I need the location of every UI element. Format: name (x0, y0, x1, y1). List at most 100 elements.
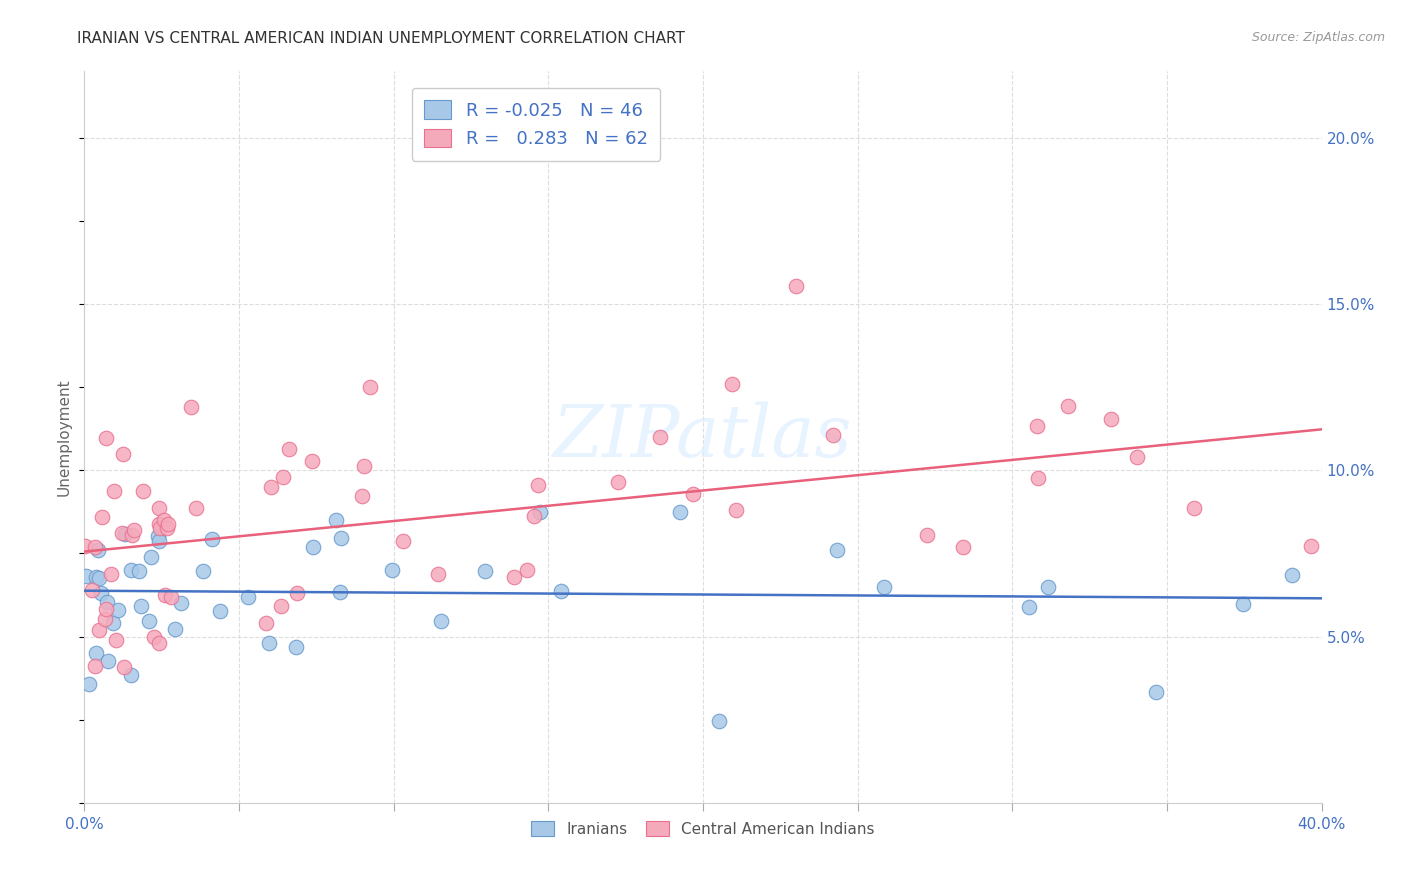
Point (96, 595, 118, 609)
Point (90, 510, 112, 524)
Point (359, 380, 381, 394)
Point (277, 442, 299, 456)
Point (112, 447, 135, 461)
Point (353, 459, 375, 474)
Point (682, 486, 704, 500)
Point (285, 586, 308, 600)
Point (112, 660, 135, 674)
Point (516, 563, 538, 577)
Point (1299, 539, 1322, 553)
Point (103, 484, 125, 499)
Point (141, 549, 163, 564)
Point (94, 601, 117, 615)
Point (825, 542, 848, 557)
Point (100, 567, 122, 582)
Point (104, 633, 127, 648)
Legend: Iranians, Central American Indians: Iranians, Central American Indians (526, 814, 880, 843)
Point (128, 564, 150, 578)
Point (155, 588, 177, 602)
Point (271, 469, 294, 483)
Point (1036, 580, 1059, 594)
Point (350, 490, 373, 504)
Point (120, 563, 142, 577)
Point (111, 526, 134, 541)
Point (148, 501, 170, 516)
Point (87, 571, 110, 585)
Point (86, 570, 108, 584)
Point (87, 543, 110, 558)
Point (146, 529, 169, 543)
Point (97, 654, 120, 668)
Point (94, 612, 117, 626)
Point (1018, 599, 1040, 614)
Point (148, 533, 170, 548)
Point (159, 591, 181, 605)
Point (259, 636, 281, 650)
Point (1232, 597, 1254, 611)
Text: ZIPatlas: ZIPatlas (553, 401, 853, 473)
Point (170, 596, 193, 610)
Point (89, 623, 111, 637)
Point (952, 540, 974, 554)
Point (148, 636, 170, 650)
Point (153, 513, 176, 527)
Point (121, 528, 143, 542)
Point (80, 582, 103, 597)
Point (381, 563, 404, 577)
Text: IRANIAN VS CENTRAL AMERICAN INDIAN UNEMPLOYMENT CORRELATION CHART: IRANIAN VS CENTRAL AMERICAN INDIAN UNEMP… (77, 31, 685, 46)
Point (156, 521, 179, 535)
Point (120, 668, 142, 682)
Point (103, 615, 125, 630)
Point (83, 659, 105, 673)
Point (915, 527, 938, 541)
Point (873, 580, 896, 594)
Point (186, 500, 208, 515)
Point (427, 567, 450, 582)
Point (392, 533, 415, 548)
Point (1101, 412, 1123, 426)
Point (138, 614, 160, 628)
Point (124, 523, 146, 537)
Point (503, 570, 526, 584)
Point (236, 590, 259, 604)
Point (75, 569, 97, 583)
Point (785, 278, 807, 293)
Point (709, 714, 731, 728)
Point (270, 599, 292, 613)
Point (86, 646, 108, 660)
Point (474, 564, 496, 578)
Point (143, 630, 166, 644)
Point (94, 431, 117, 445)
Point (209, 604, 232, 618)
Point (191, 564, 214, 578)
Point (107, 603, 129, 617)
Point (201, 532, 224, 546)
Point (523, 508, 546, 523)
Point (650, 430, 672, 444)
Point (77, 677, 100, 691)
Point (1281, 568, 1303, 582)
Point (149, 521, 172, 535)
Point (284, 640, 307, 655)
Point (527, 477, 550, 491)
Point (165, 622, 187, 636)
Point (114, 527, 136, 541)
Point (180, 400, 202, 414)
Point (721, 377, 744, 392)
Point (724, 503, 747, 517)
Point (1182, 501, 1205, 516)
Point (1026, 470, 1049, 484)
Point (129, 599, 152, 614)
Point (156, 516, 179, 531)
Point (73, 539, 96, 553)
Point (132, 483, 155, 498)
Y-axis label: Unemployment: Unemployment (56, 378, 72, 496)
Point (325, 513, 347, 527)
Point (1144, 684, 1167, 698)
Point (529, 505, 551, 519)
Point (1126, 450, 1149, 464)
Point (1026, 419, 1049, 434)
Point (429, 614, 451, 628)
Point (607, 475, 630, 489)
Point (259, 480, 281, 494)
